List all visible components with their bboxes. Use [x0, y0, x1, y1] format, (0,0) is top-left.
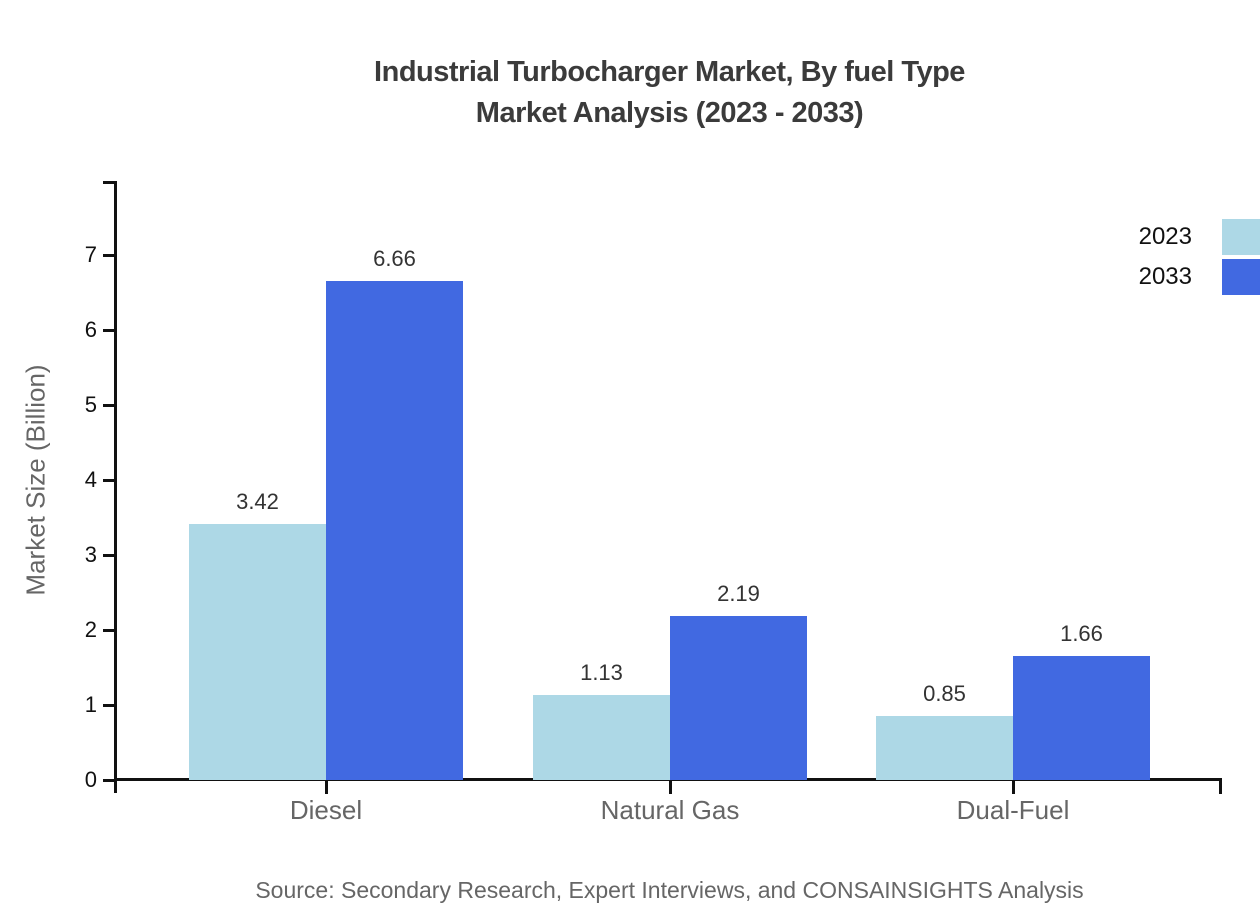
- legend-item-2033: 2033: [1139, 259, 1260, 295]
- legend: 2023 2033: [1139, 219, 1260, 299]
- bar-value-label: 0.85: [923, 681, 966, 707]
- bar-natural-gas-2033: [670, 615, 807, 780]
- bar-diesel-2023: [189, 523, 326, 780]
- bar-diesel-2033: [326, 280, 463, 780]
- bar-value-label: 1.66: [1060, 620, 1103, 646]
- y-tick-label: 7: [84, 242, 97, 267]
- y-tick: [103, 478, 117, 482]
- x-tick: [324, 780, 328, 794]
- legend-label: 2023: [1138, 223, 1192, 250]
- legend-label: 2033: [1138, 263, 1192, 290]
- legend-item-2023: 2023: [1139, 219, 1260, 255]
- y-tick-label: 5: [84, 392, 97, 417]
- y-tick: [103, 628, 117, 632]
- y-axis-title: Market Size (Billion): [20, 364, 51, 596]
- y-tick-label: 6: [84, 317, 97, 342]
- bar-value-label: 2.19: [717, 580, 760, 606]
- y-tick: [103, 703, 117, 707]
- y-tick-label: 2: [84, 617, 97, 642]
- bar-value-label: 3.42: [236, 488, 279, 514]
- bar-dual-fuel-2033: [1013, 655, 1150, 780]
- chart-title-line1: Industrial Turbocharger Market, By fuel …: [374, 56, 965, 88]
- x-tick: [1011, 780, 1015, 794]
- y-axis-top-cap: [103, 181, 117, 184]
- y-tick: [103, 553, 117, 557]
- legend-swatch-2023: [1222, 219, 1260, 255]
- x-category-label-natural-gas: Natural Gas: [600, 795, 740, 825]
- y-tick-label: 4: [84, 467, 97, 492]
- chart-title-line2: Market Analysis (2023 - 2033): [475, 97, 864, 129]
- y-tick: [103, 403, 117, 407]
- x-tick: [668, 780, 672, 794]
- legend-swatch-2033: [1222, 259, 1260, 295]
- bar-value-label: 6.66: [373, 245, 416, 271]
- x-category-label-dual-fuel: Dual-Fuel: [956, 795, 1070, 825]
- bar-dual-fuel-2023: [876, 716, 1013, 780]
- bar-value-label: 1.13: [580, 660, 623, 686]
- y-axis-line: [114, 181, 117, 793]
- y-tick: [103, 253, 117, 257]
- y-tick-label: 3: [84, 542, 97, 567]
- x-axis-right-cap: [1219, 778, 1222, 794]
- bar-natural-gas-2023: [533, 695, 670, 780]
- x-category-label-diesel: Diesel: [289, 795, 363, 825]
- chart-title: Industrial Turbocharger Market, By fuel …: [117, 52, 1222, 134]
- source-note: Source: Secondary Research, Expert Inter…: [255, 877, 1084, 903]
- y-tick: [103, 328, 117, 332]
- y-tick-label: 1: [84, 692, 97, 717]
- y-tick: [103, 778, 117, 782]
- y-tick-label: 0: [84, 767, 97, 792]
